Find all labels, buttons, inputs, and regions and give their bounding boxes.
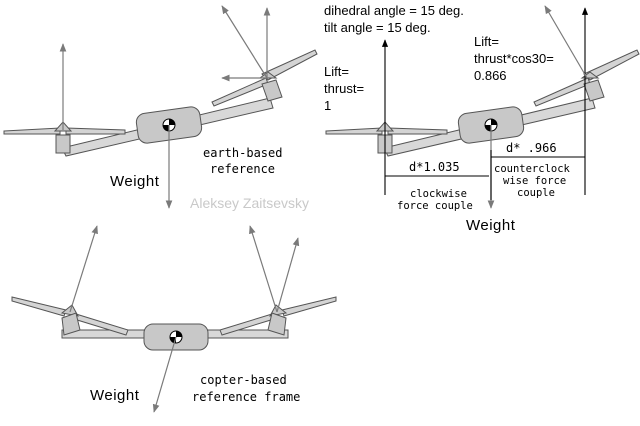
copter-frame-copter <box>11 225 337 413</box>
earth-based-label-1: earth-based <box>203 146 282 160</box>
dihedral-angle-label: dihedral angle = 15 deg. <box>324 3 464 18</box>
weight-label-copter: Weight <box>90 387 140 404</box>
torque-analysis-copter <box>325 5 640 209</box>
clockwise-label-1: clockwise <box>410 188 467 200</box>
watermark: Aleksey Zaitsevsky <box>190 195 309 211</box>
right-distance-label: d* .966 <box>506 141 557 155</box>
left-lift-label-1: Lift= <box>324 64 349 79</box>
earth-based-label-2: reference <box>210 162 275 176</box>
left-lift-label-2: thrust= <box>324 81 364 96</box>
copter-based-label-2: reference frame <box>192 390 300 404</box>
right-lift-label-3: 0.866 <box>474 68 507 83</box>
weight-label-earth: Weight <box>110 173 160 190</box>
counterclockwise-label-2: wise force <box>503 175 566 187</box>
earth-frame-copter <box>3 5 318 209</box>
weight-label-analysis: Weight <box>466 217 516 234</box>
counterclockwise-label-1: counterclock <box>494 163 571 175</box>
right-lift-label-2: thrust*cos30= <box>474 51 554 66</box>
left-distance-label: d*1.035 <box>409 160 460 174</box>
clockwise-label-2: force couple <box>397 200 473 212</box>
counterclockwise-label-3: couple <box>517 187 555 199</box>
tilt-angle-label: tilt angle = 15 deg. <box>324 20 431 35</box>
copter-based-label-1: copter-based <box>200 373 287 387</box>
right-lift-label-1: Lift= <box>474 34 499 49</box>
left-lift-label-3: 1 <box>324 98 331 113</box>
